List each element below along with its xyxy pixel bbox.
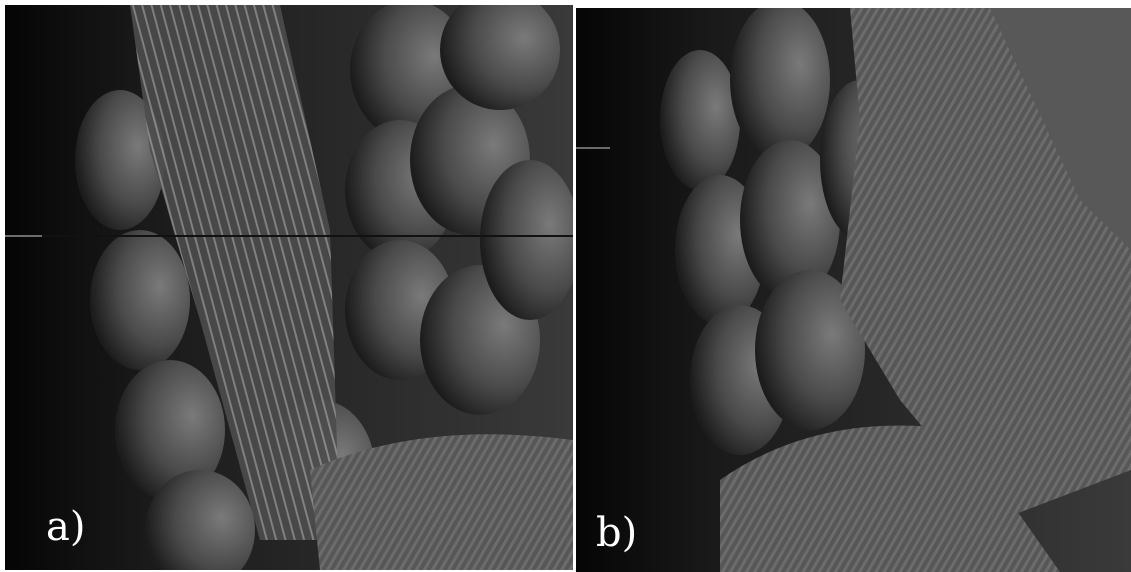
panel-a-image xyxy=(5,0,580,572)
figure: a) b) xyxy=(0,0,1131,572)
panel-label: b) xyxy=(596,510,637,556)
panel-b-image xyxy=(576,0,1131,572)
panel-label: a) xyxy=(46,504,85,550)
